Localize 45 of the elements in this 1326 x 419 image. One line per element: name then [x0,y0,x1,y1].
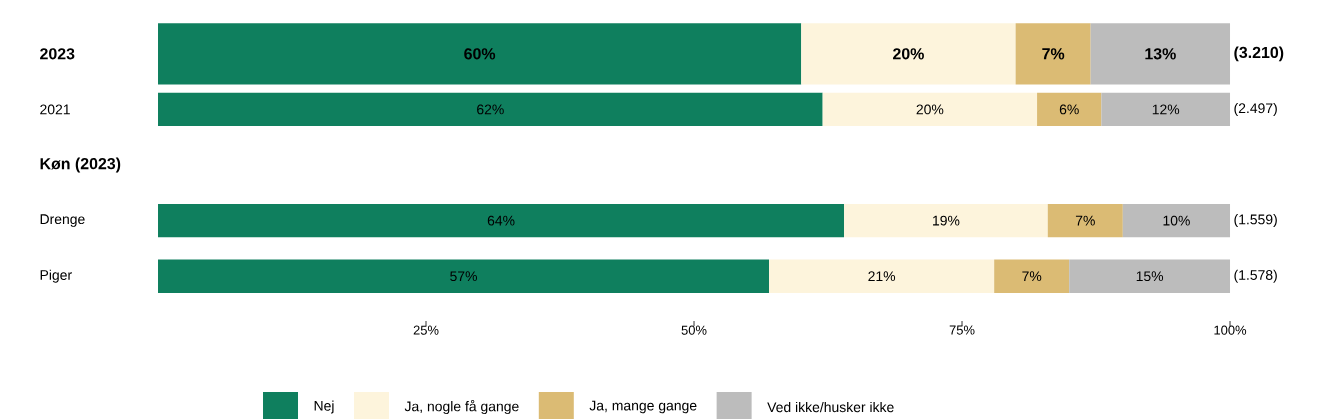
data-label: 60% [464,48,496,60]
legend-label: Ja, nogle få gange [404,399,519,415]
data-label: 19% [933,215,960,226]
data-label: 13% [1145,48,1176,60]
data-label: 21% [868,271,896,282]
legend-label: Ved ikke/husker ikke [767,401,894,413]
bar [769,259,995,293]
data-label: 7% [1075,215,1095,226]
bar [844,203,1048,238]
data-label: 10% [1163,215,1190,226]
x-tick-label: 50% [681,325,707,335]
text: (1.559) [1234,214,1277,228]
y-tick-label: Køn (2023) [40,157,121,173]
y-tick-label: Drenge [40,214,85,227]
data-label: 7% [1042,48,1065,60]
data-label: 12% [1152,104,1180,115]
legend-label: Ja, mange gange [589,400,697,414]
bar [1122,203,1231,238]
data-label: 62% [477,104,504,115]
data-label: 64% [487,215,515,226]
text: (2.497) [1234,102,1277,116]
text: (1.578) [1234,269,1277,283]
bar [158,259,770,293]
bar [994,259,1070,293]
data-label: 7% [1022,271,1042,282]
x-tick-label: 75% [949,325,975,335]
text: (3.210) [1234,46,1284,62]
y-tick-label: 2021 [40,104,70,115]
data-label: 6% [1059,104,1079,115]
bar [822,92,1038,127]
bar [1037,92,1102,127]
legend-label: Nej [314,400,334,414]
bar [158,203,845,238]
x-tick-label: 100% [1214,325,1247,335]
y-tick-label: Piger [40,269,72,283]
bar [1047,203,1123,238]
data-label: 15% [1136,271,1164,282]
bar [1101,92,1231,127]
data-label: 20% [893,48,924,60]
bar [1069,259,1231,293]
data-label: 57% [450,271,477,282]
bar [158,92,823,127]
x-tick-label: 25% [413,325,439,335]
y-tick-label: 2023 [40,48,75,60]
data-label: 20% [916,104,944,115]
